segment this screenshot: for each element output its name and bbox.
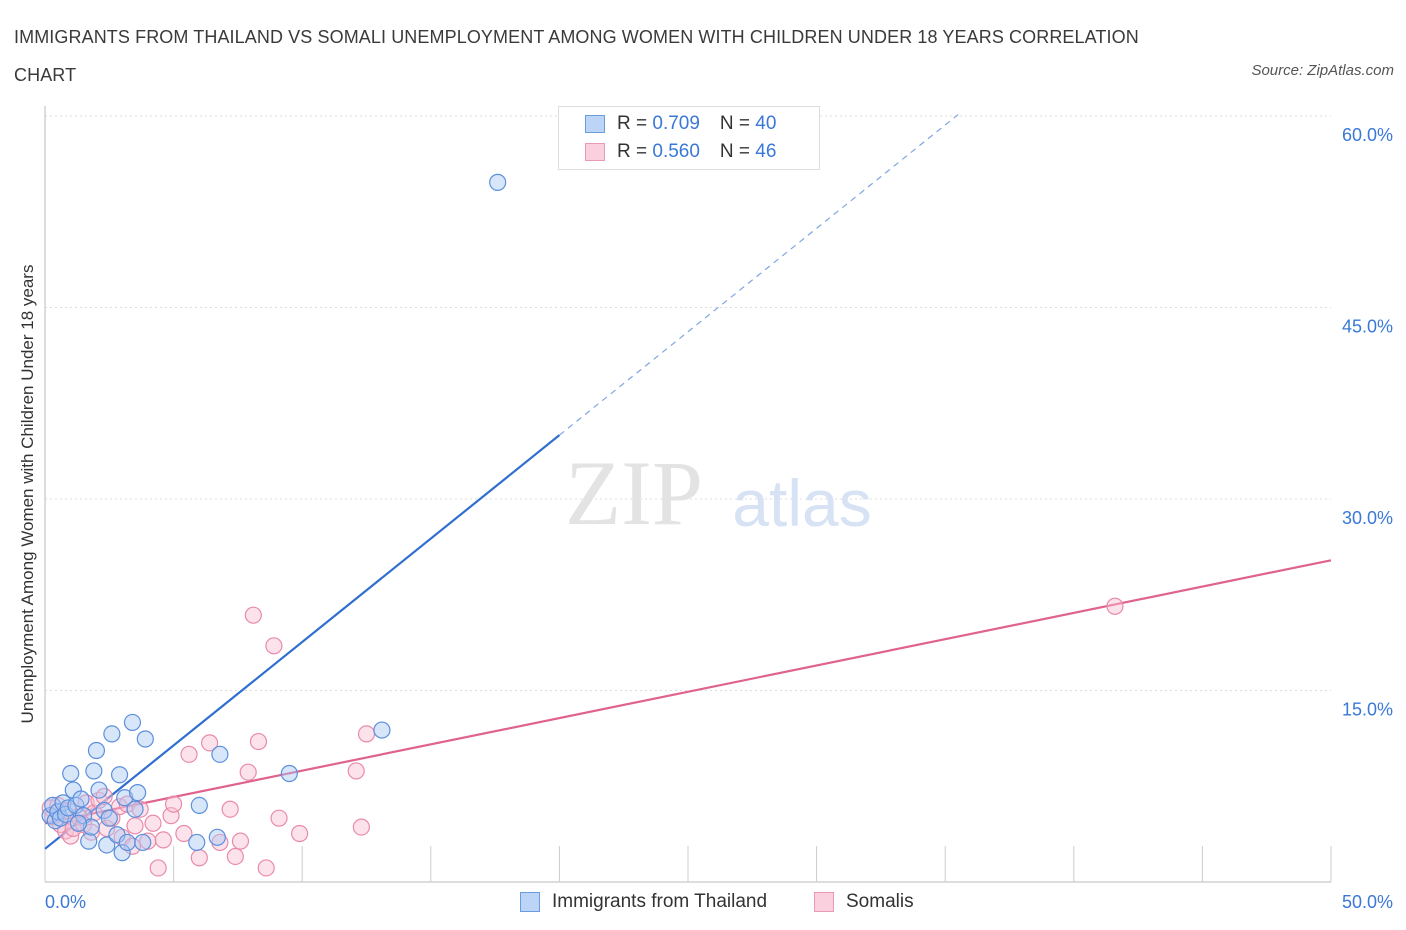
thailand-point	[103, 725, 121, 743]
thailand-point	[98, 836, 116, 854]
legend-swatch-thailand	[520, 892, 540, 912]
somali-point	[1106, 597, 1124, 615]
somali-trend-line	[44, 559, 1332, 825]
somali-point	[291, 824, 309, 843]
thailand-point	[123, 713, 142, 732]
thailand-point	[126, 800, 144, 818]
stats-row-somali: R = 0.560 N = 46	[585, 139, 776, 165]
thailand-n-value: 40	[755, 113, 777, 134]
somali-point	[180, 745, 198, 763]
chart-title: IMMIGRANTS FROM THAILAND VS SOMALI UNEMP…	[14, 27, 1139, 85]
somali-point	[144, 814, 162, 832]
somali-r-label: R =	[617, 141, 653, 162]
somali-point	[165, 795, 183, 813]
thailand-point	[87, 741, 106, 760]
gridlines	[45, 115, 1331, 691]
legend-swatch-somalis	[814, 892, 834, 912]
somali-point	[231, 832, 250, 850]
thailand-point	[85, 762, 103, 780]
legend-label-somalis: Somalis	[846, 891, 914, 912]
thailand-point	[373, 721, 391, 739]
thailand-swatch	[585, 115, 605, 133]
somali-point	[126, 817, 144, 835]
somali-point	[270, 809, 288, 827]
thailand-point	[100, 809, 118, 827]
tick-labels: 15.0% 30.0% 45.0% 60.0% 0.0% 50.0%	[45, 125, 1393, 912]
legend-label-thailand: Immigrants from Thailand	[552, 891, 768, 912]
somali-r-value: 0.560	[652, 141, 700, 162]
somali-point	[249, 732, 268, 751]
y-tick-label: 30.0%	[1342, 508, 1393, 528]
thailand-point	[62, 764, 80, 783]
y-tick-label: 45.0%	[1342, 317, 1393, 337]
thailand-point	[489, 173, 507, 191]
thailand-point	[208, 828, 226, 846]
thailand-point	[90, 781, 108, 799]
somali-point	[239, 763, 257, 781]
somali-point	[221, 800, 239, 818]
somali-point	[190, 849, 208, 867]
thailand-trend-extension	[559, 114, 959, 436]
thailand-r-label: R =	[617, 113, 653, 134]
thailand-point	[188, 833, 206, 852]
somali-point	[149, 859, 167, 877]
thailand-points	[41, 173, 507, 862]
thailand-r-value: 0.709	[652, 113, 700, 134]
thailand-point	[128, 784, 147, 802]
somali-points	[41, 597, 1124, 877]
x-tick-label-max: 50.0%	[1342, 892, 1393, 912]
thailand-point	[116, 789, 134, 807]
watermark: ZIP atlas	[565, 442, 872, 544]
x-tick-label-min: 0.0%	[45, 892, 86, 912]
somali-point	[357, 725, 376, 743]
thailand-point	[72, 790, 90, 808]
somali-swatch	[585, 143, 605, 161]
thailand-point	[190, 796, 208, 815]
thailand-point	[280, 764, 298, 783]
somali-point	[226, 847, 244, 866]
thailand-point	[136, 730, 154, 748]
thailand-trend-line	[44, 434, 561, 850]
somali-point	[265, 637, 283, 655]
watermark-atlas: atlas	[732, 466, 871, 540]
thailand-point	[82, 818, 100, 836]
somali-point	[347, 762, 365, 780]
somali-point	[131, 800, 149, 818]
legend-item-somalis[interactable]: Somalis	[814, 888, 914, 916]
thailand-point	[80, 832, 98, 850]
stats-legend: R = 0.709 N = 40 R = 0.560 N = 46	[558, 106, 820, 170]
thailand-point	[110, 766, 129, 784]
somali-n-label: N =	[719, 141, 756, 162]
stats-row-thailand: R = 0.709 N = 40	[585, 111, 776, 137]
thailand-point	[211, 745, 229, 763]
source-label: Source: ZipAtlas.com	[1251, 62, 1394, 79]
axes	[44, 106, 1332, 883]
watermark-zip: ZIP	[565, 442, 703, 544]
somali-n-value: 46	[755, 141, 777, 162]
somali-point	[154, 831, 172, 849]
somali-point	[175, 824, 193, 843]
thailand-point	[118, 833, 136, 852]
thailand-point	[69, 814, 88, 832]
somali-point	[201, 734, 219, 752]
thailand-point	[134, 833, 152, 852]
somali-point	[352, 818, 370, 836]
trend-lines	[44, 114, 1332, 850]
somali-point	[257, 859, 275, 877]
somali-point	[244, 606, 262, 624]
thailand-point	[113, 844, 131, 862]
y-tick-label: 60.0%	[1342, 125, 1393, 145]
y-tick-label: 15.0%	[1342, 700, 1393, 720]
somali-point	[85, 804, 103, 822]
legend-item-thailand[interactable]: Immigrants from Thailand	[520, 888, 767, 916]
thailand-n-label: N =	[719, 113, 756, 134]
